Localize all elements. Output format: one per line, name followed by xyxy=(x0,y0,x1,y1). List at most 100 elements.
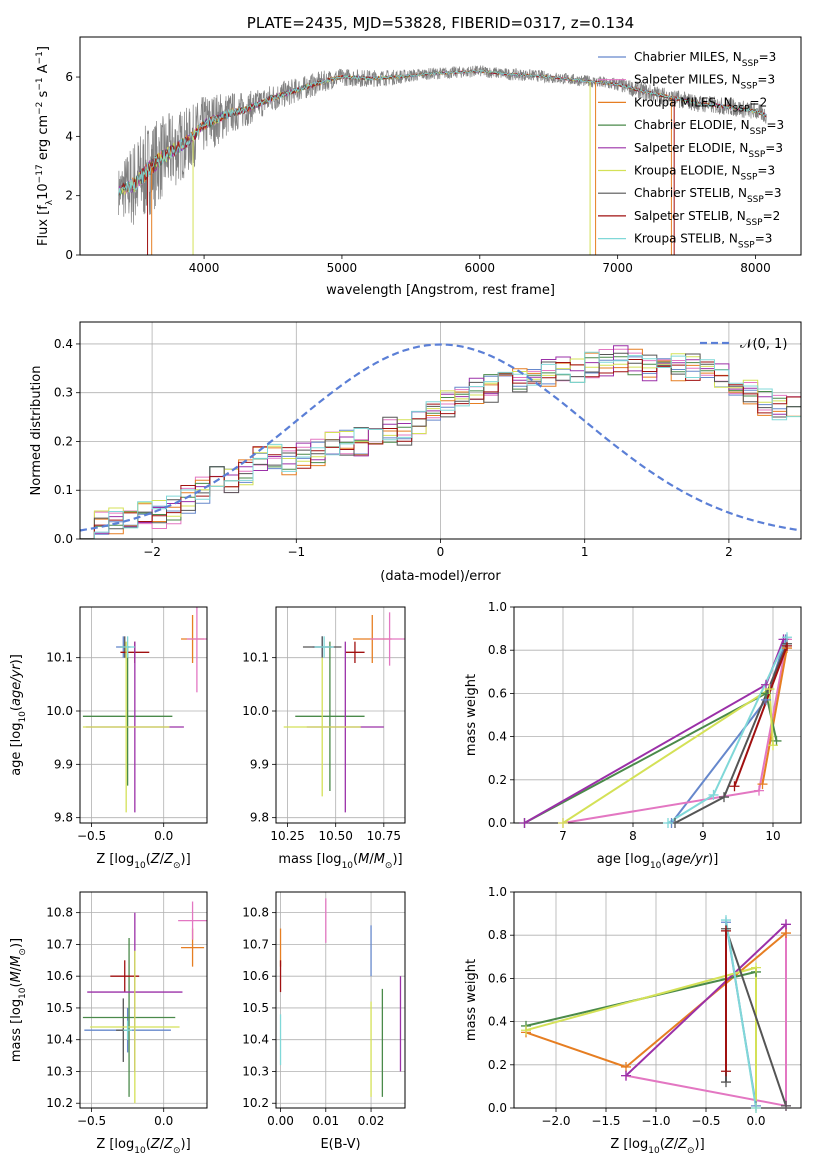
y-tick-label: 0.6 xyxy=(488,686,507,700)
text-span: ⊙ xyxy=(173,1146,181,1156)
text-span: )] xyxy=(9,654,24,664)
text-span: Z xyxy=(150,1137,161,1152)
legend-suffix: =3 xyxy=(759,50,777,64)
axes-frame xyxy=(513,606,802,824)
y-tick-label: 10.4 xyxy=(46,1033,73,1047)
legend-sub: SSP xyxy=(742,59,759,69)
plot-area xyxy=(276,607,405,823)
text-span: ( xyxy=(9,982,24,987)
legend-sub: SSP xyxy=(748,150,765,160)
text-span: Flux [f xyxy=(36,205,51,246)
weight-line-salpeter_miles xyxy=(562,639,788,823)
legend-sub: SSP xyxy=(746,218,763,228)
weight-marker-chabrier_stelib xyxy=(719,792,729,803)
text-span: s xyxy=(36,90,51,101)
weight-marker-salpeter_elodie xyxy=(519,818,530,828)
y-tick-label: 10.2 xyxy=(46,1096,73,1110)
text-span: / xyxy=(160,852,165,867)
text-span: )] xyxy=(708,852,718,867)
text-span: M xyxy=(374,852,385,867)
text-span: 10 xyxy=(134,1146,146,1156)
axes-frame xyxy=(79,891,208,1109)
y-tick-label: 9.9 xyxy=(54,757,73,771)
weight-line-chabrier_elodie xyxy=(524,691,778,823)
text-span: ⊙ xyxy=(173,861,181,871)
weight-marker-kroupa_miles xyxy=(757,779,768,790)
y-tick-label: 10.5 xyxy=(46,1001,73,1015)
weight-marker-kroupa_elodie xyxy=(751,962,761,973)
text-span: M xyxy=(358,852,369,867)
legend-label: Salpeter STELIB, NSSP=2 xyxy=(634,209,780,228)
text-span: ( xyxy=(660,1137,665,1152)
weight-line-kroupa_stelib xyxy=(725,919,757,1108)
plot-area xyxy=(80,892,207,1108)
axes-frame xyxy=(79,36,802,256)
axes-frame xyxy=(275,606,406,824)
legend-label: Salpeter ELODIE, NSSP=3 xyxy=(634,141,783,160)
panel-age_vs_mass: 10.25 10.50 10.75 9.8 9.9 10.0 10.1 xyxy=(242,606,406,843)
y-tick-label: 0.2 xyxy=(488,773,507,787)
text-span: mass [log xyxy=(9,999,24,1062)
x-axis-label: wavelength [Angstrom, rest frame] xyxy=(326,283,555,298)
legend-suffix: =2 xyxy=(763,209,781,223)
weight-marker-salpeter_stelib xyxy=(721,1066,731,1077)
x-tick-label: 0.0 xyxy=(746,1114,765,1128)
text-span: ( xyxy=(9,706,24,711)
text-span: ( xyxy=(661,852,666,867)
normal-curve xyxy=(80,343,801,532)
x-tick-label: 1 xyxy=(581,545,589,559)
legend-suffix: =3 xyxy=(757,164,775,178)
model-line-kroupa_stelib xyxy=(118,69,767,196)
x-tick-label: −1 xyxy=(287,545,305,559)
text-span: 10 xyxy=(36,183,51,200)
x-tick-label: 0.00 xyxy=(267,1114,294,1128)
text-span: λ xyxy=(45,199,55,205)
x-tick-label: 6000 xyxy=(465,261,496,275)
x-tick-label: 2 xyxy=(725,545,733,559)
y-tick-label: 9.8 xyxy=(54,811,73,825)
weight-line-salpeter_elodie xyxy=(625,923,787,1077)
text-span: 10 xyxy=(650,861,662,871)
text-span: erg cm xyxy=(36,115,51,164)
weight-marker-kroupa_elodie xyxy=(558,818,568,828)
x-tick-label: 5000 xyxy=(327,261,358,275)
plot-area xyxy=(118,65,767,255)
histogram-kroupa_stelib xyxy=(80,351,801,539)
y-tick-label: 10.8 xyxy=(242,906,269,920)
text-span: age [log xyxy=(9,723,24,776)
weight-line-kroupa_miles xyxy=(761,647,788,785)
text-span: M xyxy=(9,956,24,967)
y-tick-label: 2 xyxy=(65,189,73,203)
y-tick-label: 1.0 xyxy=(488,600,507,614)
legend-label: 𝒩(0, 1) xyxy=(740,337,787,352)
text-span: ( xyxy=(353,852,358,867)
y-tick-label: 10.7 xyxy=(242,937,269,951)
y-tick-label: 10.0 xyxy=(242,704,269,718)
legend-prefix: Chabrier MILES, N xyxy=(634,50,742,64)
text-span: 10 xyxy=(134,861,146,871)
weight-marker-salpeter_stelib xyxy=(721,925,731,936)
y-axis-label: mass weight xyxy=(464,959,479,1041)
text-span: mass [log xyxy=(278,852,341,867)
weight-marker-chabrier_stelib xyxy=(721,1077,731,1088)
x-tick-label: −1.5 xyxy=(591,1114,620,1128)
text-span: / xyxy=(9,966,24,971)
plot-area xyxy=(514,892,801,1108)
text-span: ( xyxy=(146,1137,151,1152)
y-tick-label: 0.4 xyxy=(54,337,73,351)
legend-prefix: Kroupa STELIB, N xyxy=(634,232,738,246)
legend-suffix: =3 xyxy=(755,232,773,246)
legend-prefix: Chabrier ELODIE, N xyxy=(634,118,750,132)
weight-marker-salpeter_stelib xyxy=(729,781,740,792)
text-span: )] xyxy=(181,1137,191,1152)
legend-prefix: Salpeter STELIB, N xyxy=(634,209,746,223)
legend-prefix: Kroupa MILES, N xyxy=(634,95,733,109)
text-span: )] xyxy=(181,852,191,867)
y-tick-label: 0.1 xyxy=(54,483,73,497)
text-span: −2 xyxy=(35,102,45,115)
text-span: ] xyxy=(36,46,51,51)
x-tick-label: 8 xyxy=(629,829,637,843)
text-span: )] xyxy=(695,1137,705,1152)
y-tick-label: 10.6 xyxy=(242,969,269,983)
